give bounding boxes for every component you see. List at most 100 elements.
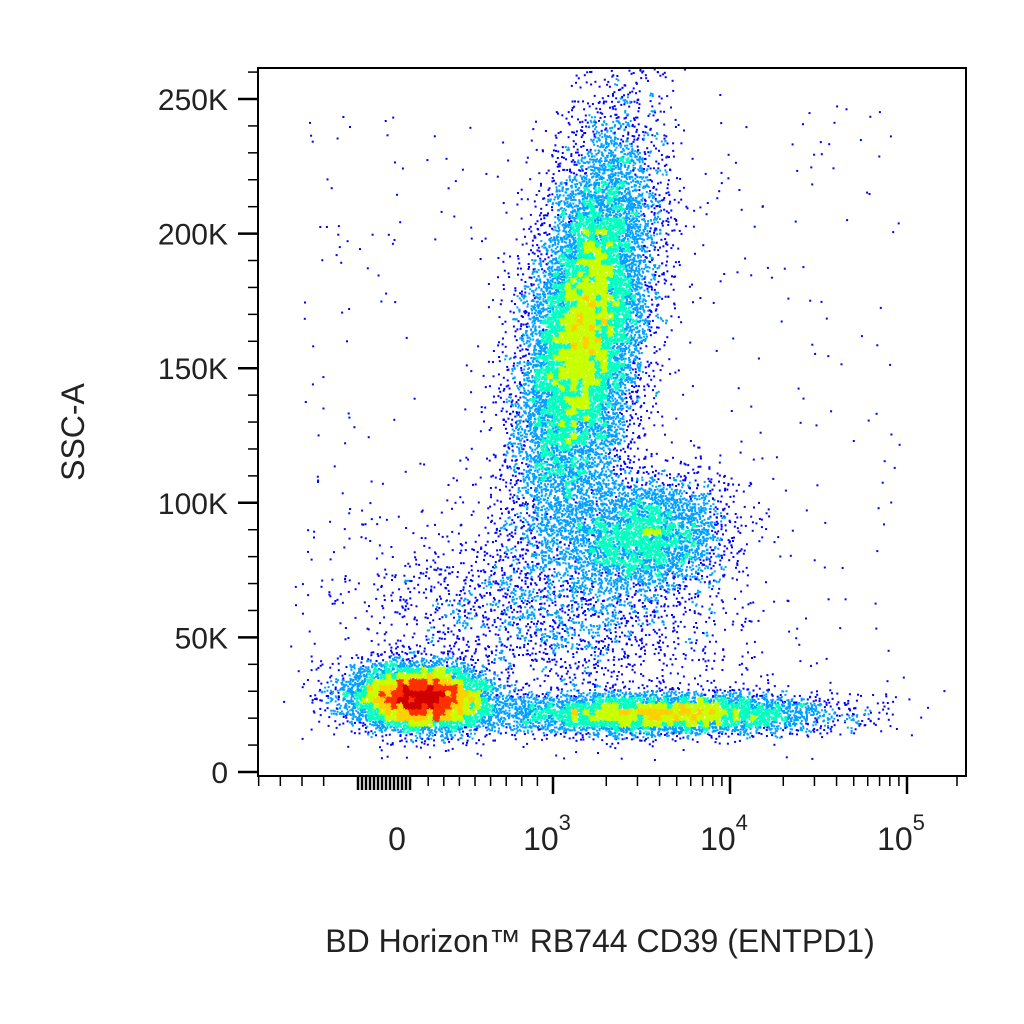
data-point: [495, 687, 497, 689]
data-point: [427, 642, 429, 644]
data-point: [445, 730, 447, 732]
data-point: [311, 702, 313, 704]
data-point: [394, 657, 396, 659]
data-point: [399, 664, 401, 666]
data-point: [327, 682, 329, 684]
data-point: [430, 738, 432, 740]
data-point: [366, 660, 368, 662]
data-point: [363, 693, 365, 695]
data-point: [445, 657, 447, 659]
data-point: [435, 664, 437, 666]
data-point: [361, 658, 363, 660]
data-point: [356, 706, 358, 708]
data-point: [355, 710, 357, 712]
data-point: [447, 655, 449, 657]
data-point: [478, 688, 480, 690]
data-point: [360, 722, 362, 724]
data-point: [385, 734, 387, 736]
data-point: [354, 698, 356, 700]
data-point: [314, 694, 316, 696]
data-point: [339, 655, 341, 657]
data-point: [421, 653, 423, 655]
data-point: [393, 654, 395, 656]
data-point: [343, 716, 345, 718]
data-point: [494, 730, 496, 732]
data-point: [362, 725, 364, 727]
data-point: [320, 665, 322, 667]
data-point: [377, 655, 379, 657]
data-point: [447, 653, 449, 655]
data-point: [433, 739, 435, 741]
data-point: [338, 663, 340, 665]
data-point: [452, 655, 454, 657]
data-point: [347, 720, 349, 722]
data-point: [311, 660, 313, 662]
data-point: [423, 650, 425, 652]
data-point: [328, 686, 330, 688]
data-point: [457, 739, 459, 741]
data-point: [451, 657, 453, 659]
data-point: [359, 732, 361, 734]
data-point: [480, 678, 482, 680]
data-point: [337, 690, 339, 692]
data-point: [311, 729, 313, 731]
data-point: [443, 646, 445, 648]
data-point: [436, 660, 438, 662]
data-point: [417, 661, 419, 663]
data-point: [450, 648, 452, 650]
data-point: [507, 681, 509, 683]
data-point: [342, 679, 344, 681]
data-point: [473, 666, 475, 668]
data-point: [347, 685, 349, 687]
data-points: [283, 68, 945, 761]
data-point: [493, 699, 495, 701]
data-point: [470, 658, 472, 660]
data-point: [381, 735, 383, 737]
data-point: [416, 737, 418, 739]
data-point: [477, 753, 479, 755]
data-point: [349, 664, 351, 666]
data-point: [336, 727, 338, 729]
data-point: [405, 734, 407, 736]
data-point: [472, 738, 474, 740]
data-point: [422, 732, 424, 734]
data-point: [330, 690, 332, 692]
data-point: [359, 720, 361, 722]
data-point: [475, 651, 477, 653]
data-point: [347, 701, 349, 703]
data-point: [364, 709, 366, 711]
data-point: [421, 663, 423, 665]
data-point: [330, 675, 332, 677]
data-point: [490, 694, 492, 696]
data-point: [332, 663, 334, 665]
data-point: [465, 744, 467, 746]
data-point: [401, 740, 403, 742]
data-point: [406, 659, 408, 661]
data-point: [327, 707, 329, 709]
data-point: [432, 735, 434, 737]
data-point: [428, 662, 430, 664]
data-point: [336, 697, 338, 699]
data-point: [350, 684, 352, 686]
data-point: [382, 740, 384, 742]
data-point: [337, 711, 339, 713]
data-point: [338, 692, 340, 694]
data-point: [499, 696, 501, 698]
data-point: [424, 743, 426, 745]
data-point: [351, 721, 353, 723]
data-point: [382, 659, 384, 661]
data-point: [544, 734, 546, 736]
data-point: [316, 698, 318, 700]
data-point: [482, 743, 484, 745]
data-point: [498, 704, 500, 706]
data-point: [474, 725, 476, 727]
data-point: [465, 671, 467, 673]
data-point: [326, 690, 328, 692]
data-point: [344, 673, 346, 675]
data-point: [466, 742, 468, 744]
data-point: [396, 672, 398, 674]
data-point: [389, 734, 391, 736]
data-point: [416, 746, 418, 748]
data-point: [435, 662, 437, 664]
data-point: [354, 667, 356, 669]
